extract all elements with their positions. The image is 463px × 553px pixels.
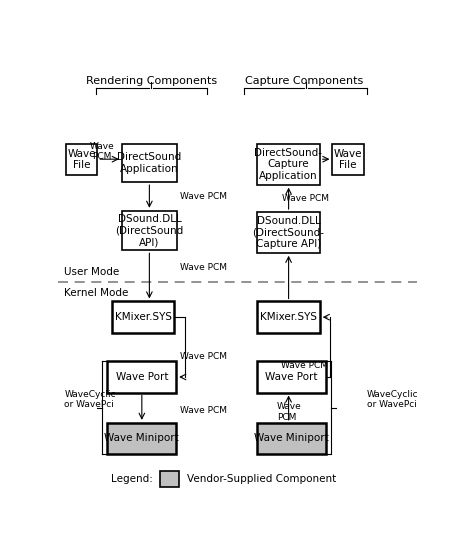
Bar: [160, 471, 179, 488]
Text: Wave
File: Wave File: [334, 149, 363, 170]
Bar: [122, 144, 177, 182]
Text: WaveCyclic
or WavePci: WaveCyclic or WavePci: [367, 390, 419, 409]
Bar: [113, 301, 174, 333]
Text: Wave Port: Wave Port: [265, 372, 318, 382]
Text: Wave
PCM: Wave PCM: [89, 142, 114, 161]
Text: Wave
File: Wave File: [67, 149, 96, 170]
Bar: [332, 144, 364, 175]
Bar: [257, 212, 320, 253]
Bar: [257, 144, 320, 185]
Text: User Mode: User Mode: [64, 267, 119, 276]
Text: KMixer.SYS: KMixer.SYS: [260, 312, 317, 322]
Text: DirectSound-
Capture
Application: DirectSound- Capture Application: [255, 148, 322, 181]
Text: Wave Miniport: Wave Miniport: [254, 434, 329, 444]
Bar: [66, 144, 97, 175]
Bar: [107, 362, 176, 393]
Text: WaveCyclic
or WavePci: WaveCyclic or WavePci: [64, 390, 116, 409]
Text: Wave PCM: Wave PCM: [180, 352, 227, 361]
Text: Wave PCM: Wave PCM: [180, 406, 227, 415]
Text: Wave PCM: Wave PCM: [281, 361, 328, 370]
Text: Legend:: Legend:: [111, 474, 153, 484]
Text: Wave PCM: Wave PCM: [282, 194, 329, 203]
Bar: [107, 422, 176, 454]
Bar: [257, 422, 326, 454]
Bar: [257, 301, 320, 333]
Text: Vendor-Supplied Component: Vendor-Supplied Component: [187, 474, 336, 484]
Bar: [122, 211, 177, 251]
Text: Wave Port: Wave Port: [116, 372, 168, 382]
Text: Capture Components: Capture Components: [244, 76, 363, 86]
Text: Wave
PCM: Wave PCM: [277, 403, 301, 422]
Text: DSound.DLL
(DirectSound
API): DSound.DLL (DirectSound API): [115, 214, 184, 247]
Text: Wave Miniport: Wave Miniport: [105, 434, 179, 444]
Text: Wave PCM: Wave PCM: [180, 263, 227, 272]
Text: Kernel Mode: Kernel Mode: [64, 288, 129, 298]
Text: KMixer.SYS: KMixer.SYS: [115, 312, 172, 322]
Text: DirectSound
Application: DirectSound Application: [118, 152, 181, 174]
Bar: [257, 362, 326, 393]
Text: Wave PCM: Wave PCM: [180, 192, 227, 201]
Text: DSound.DLL
(DirectSound-
Capture API): DSound.DLL (DirectSound- Capture API): [252, 216, 325, 249]
Text: Rendering Components: Rendering Components: [86, 76, 218, 86]
